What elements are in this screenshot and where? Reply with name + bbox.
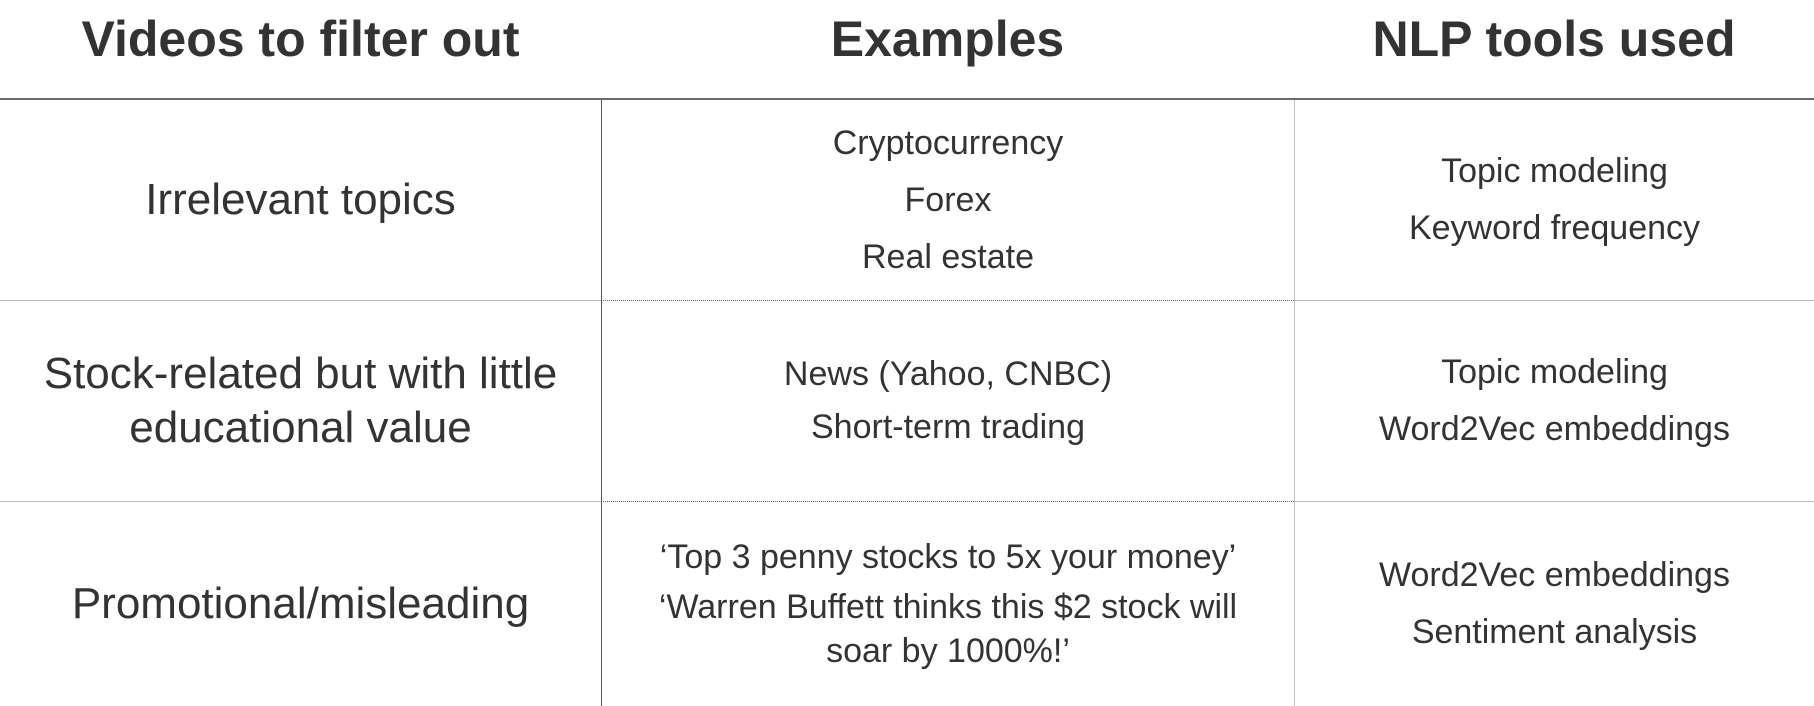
category-cell: Irrelevant topics bbox=[0, 100, 601, 300]
header-nlp-tools-used: NLP tools used bbox=[1372, 11, 1736, 67]
table-row: Irrelevant topics Cryptocurrency Forex R… bbox=[0, 100, 1814, 300]
examples-cell: Cryptocurrency Forex Real estate bbox=[602, 100, 1294, 300]
tools-cell: Topic modeling Word2Vec embeddings bbox=[1295, 301, 1814, 501]
tool-item: Word2Vec embeddings bbox=[1379, 410, 1730, 448]
category-text: Stock-related but with little bbox=[43, 349, 558, 398]
header-examples: Examples bbox=[830, 11, 1065, 67]
tools-cell: Topic modeling Keyword frequency bbox=[1295, 100, 1814, 300]
example-item: Short-term trading bbox=[811, 408, 1085, 446]
example-item: Real estate bbox=[862, 237, 1034, 276]
example-item: ‘Top 3 penny stocks to 5x your money’ bbox=[659, 538, 1237, 576]
category-text: Promotional/misleading bbox=[71, 579, 530, 628]
tool-item: Word2Vec embeddings bbox=[1379, 556, 1730, 594]
example-item: News (Yahoo, CNBC) bbox=[783, 355, 1113, 393]
table-row: Promotional/misleading ‘Top 3 penny stoc… bbox=[0, 502, 1814, 706]
example-item: Cryptocurrency bbox=[832, 123, 1064, 162]
category-cell: Promotional/misleading bbox=[0, 502, 601, 706]
column-divider bbox=[1294, 100, 1295, 706]
table-header-row: Videos to filter out Examples NLP tools … bbox=[0, 0, 1814, 100]
example-item: ‘Warren Buffett thinks this $2 stock wil… bbox=[658, 588, 1238, 670]
header-videos-to-filter-out: Videos to filter out bbox=[81, 11, 520, 67]
category-text: Irrelevant topics bbox=[145, 175, 456, 224]
tool-item: Keyword frequency bbox=[1408, 209, 1701, 247]
examples-cell: News (Yahoo, CNBC) Short-term trading bbox=[602, 301, 1294, 501]
tool-item: Sentiment analysis bbox=[1411, 613, 1698, 651]
category-text: educational value bbox=[129, 403, 472, 452]
category-cell: Stock-related but with little educationa… bbox=[0, 301, 601, 501]
example-item: Forex bbox=[904, 180, 992, 219]
table-row: Stock-related but with little educationa… bbox=[0, 301, 1814, 501]
examples-cell: ‘Top 3 penny stocks to 5x your money’ ‘W… bbox=[602, 502, 1294, 706]
column-divider bbox=[601, 100, 602, 706]
tool-item: Topic modeling bbox=[1441, 353, 1668, 391]
tools-cell: Word2Vec embeddings Sentiment analysis bbox=[1295, 502, 1814, 706]
tool-item: Topic modeling bbox=[1441, 152, 1668, 190]
